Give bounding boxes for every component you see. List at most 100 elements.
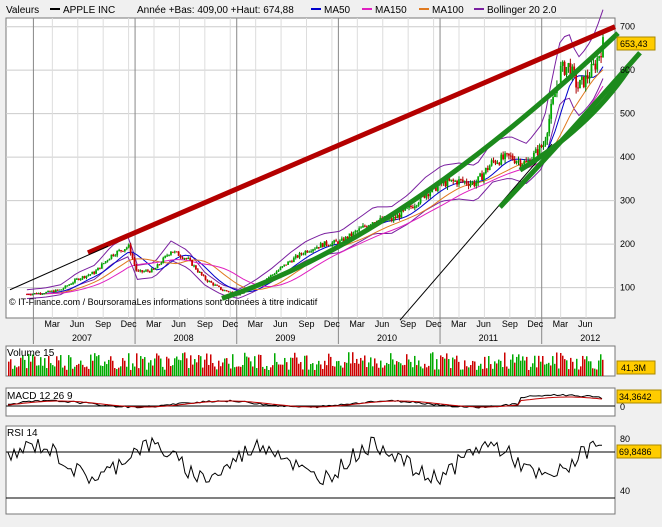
volume-bar [602, 359, 604, 376]
volume-bar [74, 366, 76, 376]
candle-body [185, 258, 188, 260]
volume-bar [48, 356, 50, 376]
rsi-tick-80: 80 [620, 434, 630, 444]
volume-bar [410, 361, 412, 376]
volume-bar [330, 356, 332, 376]
volume-bar [550, 365, 552, 376]
legend-ma100: MA100 [432, 5, 464, 16]
y-tick-label: 100 [620, 283, 635, 293]
volume-bar [476, 369, 478, 376]
volume-bar [484, 356, 486, 376]
volume-badge [616, 360, 656, 375]
volume-bar [326, 365, 328, 376]
candle-body [335, 240, 337, 242]
volume-bar [324, 360, 326, 376]
candle-body [348, 233, 351, 239]
month-label: Jun [476, 319, 491, 329]
candle-body [569, 63, 572, 77]
volume-bar [338, 360, 340, 376]
volume-bar [122, 358, 124, 376]
volume-bar [30, 361, 32, 376]
volume-bar [414, 355, 416, 376]
candle-body [58, 289, 61, 291]
volume-bar [540, 361, 542, 376]
volume-bar [448, 359, 450, 376]
volume-bar [252, 366, 254, 376]
volume-bar [260, 354, 262, 376]
candle-body [504, 153, 506, 160]
candle-body [292, 257, 295, 263]
volume-bar [88, 368, 90, 376]
volume-bar [150, 360, 152, 376]
volume-bar [266, 365, 268, 376]
last-price-label: 653,43 [620, 39, 648, 49]
volume-bar [596, 369, 598, 376]
candle-body [360, 227, 362, 229]
candle-body [327, 245, 330, 247]
volume-bar [354, 363, 356, 376]
candle-body [125, 247, 128, 250]
volume-bar [578, 369, 580, 376]
month-label: Mar [248, 319, 264, 329]
volume-bar [458, 361, 460, 376]
candle-body [346, 236, 349, 239]
month-label: Sep [197, 319, 213, 329]
black-trendline-lower [399, 143, 553, 321]
candle-body [500, 154, 503, 165]
candle-body [577, 87, 579, 89]
y-tick-label: 400 [620, 152, 635, 162]
month-label: Mar [349, 319, 365, 329]
volume-bar [424, 363, 426, 376]
candle-body [143, 271, 145, 273]
volume-bar [546, 363, 548, 376]
volume-bar [362, 360, 364, 376]
candle-body [362, 225, 364, 228]
trendline-drawings [9, 24, 642, 321]
candle-body [365, 226, 368, 228]
candle-body [294, 255, 297, 258]
volume-bar [428, 365, 430, 376]
candle-body [550, 103, 553, 119]
candle-body [41, 293, 44, 295]
volume-bar [404, 364, 406, 376]
candle-body [283, 264, 286, 267]
y-axis-ticks: 700 600 500 400 300 200 100 [620, 22, 635, 293]
legend-valeurs: Valeurs [6, 5, 39, 16]
volume-bar [22, 355, 24, 376]
month-label: Dec [527, 319, 544, 329]
volume-bar [108, 359, 110, 376]
volume-bar [242, 364, 244, 376]
candle-body [483, 173, 485, 180]
month-label: Jun [375, 319, 390, 329]
volume-bar [228, 363, 230, 376]
candle-body [148, 271, 151, 273]
y-tick-label: 200 [620, 239, 635, 249]
candle-body [221, 289, 224, 291]
candle-body [62, 288, 65, 290]
volume-bar [188, 368, 190, 376]
candle-body [321, 243, 324, 247]
volume-bar [146, 369, 148, 376]
candle-body [323, 241, 326, 247]
month-label: Mar [146, 319, 162, 329]
candle-body [35, 293, 38, 295]
volume-bar [254, 356, 256, 376]
macd-last-label: 34,3642 [619, 392, 652, 402]
volume-bar [94, 353, 96, 376]
candle-body [168, 254, 170, 256]
volume-bar [216, 369, 218, 376]
volume-bar [202, 367, 204, 376]
volume-bar [600, 354, 602, 376]
candle-body [448, 178, 451, 181]
month-label: Jun [171, 319, 186, 329]
volume-bar [592, 368, 594, 376]
month-label: Sep [95, 319, 111, 329]
candle-body [454, 180, 457, 182]
month-label: Dec [121, 319, 138, 329]
volume-bar [234, 367, 236, 376]
candle-body [285, 264, 288, 266]
volume-bar [488, 356, 490, 376]
candle-body [400, 210, 403, 218]
candle-body [147, 270, 149, 272]
volume-bar [158, 355, 160, 376]
